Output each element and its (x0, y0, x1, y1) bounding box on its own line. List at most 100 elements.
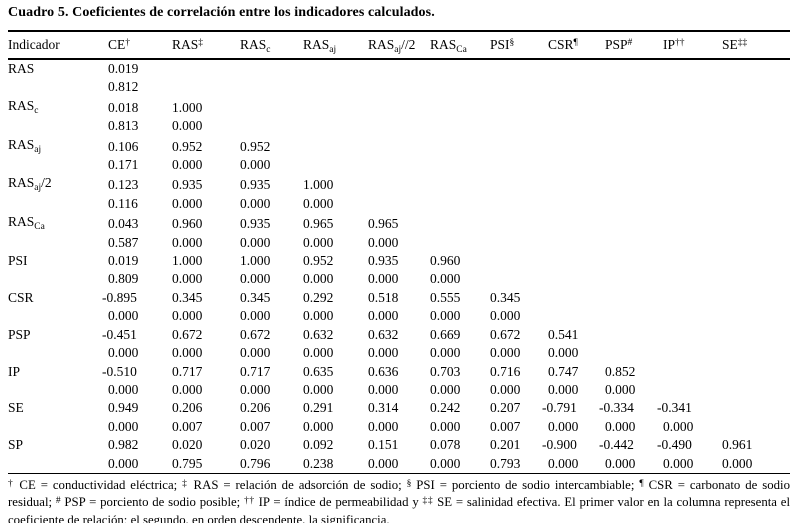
coef-cell: 0.716 (490, 363, 521, 379)
coef-cell: 1.000 (303, 177, 334, 193)
footnote-marker: § (406, 478, 412, 489)
row-rasaj-sig: 0.171 0.000 0.000 (8, 156, 790, 174)
coef-cell (430, 174, 490, 194)
coef-cell: 0.672 (240, 326, 271, 342)
row-label-spacer (8, 381, 108, 399)
sig-cell (430, 195, 490, 213)
subscript: aj (394, 45, 402, 55)
coef-cell: -0.490 (657, 437, 692, 453)
coef-cell: 0.717 (240, 363, 271, 379)
row-label-spacer (8, 307, 108, 325)
sig-cell: 0.000 (430, 418, 461, 434)
sig-cell (722, 78, 790, 96)
sig-cell: 0.000 (240, 345, 271, 361)
coef-cell (548, 252, 605, 270)
sig-cell: 0.007 (490, 418, 521, 434)
sig-cell: 0.000 (172, 195, 203, 211)
subscript: aj (329, 45, 337, 55)
row-ip-coef: IP -0.510 0.717 0.717 0.635 0.636 0.703 0.716 0.… (8, 363, 790, 381)
sig-cell: 0.000 (368, 308, 399, 324)
sig-cell: 0.007 (172, 418, 203, 434)
coef-cell (605, 326, 663, 344)
coef-cell: 0.952 (172, 138, 203, 154)
sig-cell (368, 156, 430, 174)
sig-cell: 0.812 (108, 79, 139, 95)
sig-cell: 0.000 (548, 455, 579, 471)
sig-cell: 0.000 (490, 381, 521, 397)
subscript: Ca (34, 222, 45, 233)
footnote-marker: ¶ (639, 478, 644, 489)
superscript-marker: # (627, 38, 633, 48)
coef-cell (548, 136, 605, 156)
coef-cell: 0.982 (108, 437, 139, 453)
row-label-se: SE (8, 400, 24, 416)
coef-cell (548, 59, 605, 78)
coef-cell (722, 289, 790, 307)
coef-cell: 0.935 (172, 177, 203, 193)
coef-cell: 0.952 (303, 253, 334, 269)
sig-cell (548, 78, 605, 96)
row-psp-sig: 0.000 0.000 0.000 0.000 0.000 0.000 0.000 0.000 (8, 344, 790, 362)
coef-cell: 0.242 (430, 400, 461, 416)
coef-cell: 0.518 (368, 289, 399, 305)
row-label-csr: CSR (8, 289, 34, 305)
sig-cell (490, 270, 548, 288)
sig-cell: 0.000 (108, 418, 139, 434)
sig-cell: 0.000 (172, 381, 203, 397)
sig-cell (172, 78, 240, 96)
coef-cell: 0.345 (240, 289, 271, 305)
row-rasca-coef: RASCa 0.043 0.960 0.935 0.965 0.965 (8, 213, 790, 233)
coef-cell: 0.632 (368, 326, 399, 342)
sig-cell: 0.000 (303, 308, 334, 324)
sig-cell: 0.000 (240, 157, 271, 173)
sig-cell (548, 156, 605, 174)
coef-cell (368, 136, 430, 156)
sig-cell: 0.000 (303, 234, 334, 250)
row-label-psi: PSI (8, 253, 28, 269)
coef-cell: -0.442 (599, 437, 634, 453)
coef-cell: -0.451 (102, 326, 137, 342)
sig-cell: 0.000 (172, 271, 203, 287)
column-header-ce: CE† (108, 31, 172, 60)
coef-cell: 1.000 (172, 253, 203, 269)
sig-cell: 0.000 (240, 234, 271, 250)
row-rasaj-coef: RASaj 0.106 0.952 0.952 (8, 136, 790, 156)
table-title: Cuadro 5. Coeficientes de correlación en… (8, 5, 435, 20)
footnote-marker: †† (244, 496, 255, 507)
coef-cell (368, 97, 430, 117)
coef-cell: 0.636 (368, 363, 399, 379)
row-label-ip: IP (8, 363, 21, 379)
coef-cell: 0.747 (548, 363, 579, 379)
coef-cell (605, 174, 663, 194)
footnote-marker: ‡‡ (422, 496, 434, 507)
coef-cell: 0.965 (368, 216, 399, 232)
sig-cell (722, 418, 790, 436)
sig-cell (490, 234, 548, 252)
row-rasaj2-sig: 0.116 0.000 0.000 0.000 (8, 195, 790, 213)
row-label-spacer (8, 78, 108, 96)
sig-cell: 0.000 (663, 455, 694, 471)
table-header: Indicador CE† RAS‡ RASc RASaj RASaj//2 RASCa PS… (8, 31, 790, 60)
coef-cell (722, 326, 790, 344)
sig-cell: 0.000 (430, 381, 461, 397)
coef-cell: 0.717 (172, 363, 203, 379)
sig-cell (605, 307, 663, 325)
sig-cell (663, 270, 722, 288)
coef-cell (663, 213, 722, 233)
row-rasca-sig: 0.587 0.000 0.000 0.000 0.000 (8, 234, 790, 252)
sig-cell: 0.000 (172, 234, 203, 250)
sig-cell (663, 195, 722, 213)
sig-cell (663, 234, 722, 252)
row-se-coef: SE 0.949 0.206 0.206 0.291 0.314 0.242 0.207 -0.… (8, 399, 790, 417)
sig-cell (663, 78, 722, 96)
sig-cell (722, 270, 790, 288)
sig-cell: 0.000 (172, 308, 203, 324)
coef-cell (430, 213, 490, 233)
coef-cell (240, 97, 303, 117)
sig-cell: 0.000 (172, 157, 203, 173)
coef-cell (548, 97, 605, 117)
superscript-marker: ¶ (573, 38, 578, 48)
coef-cell: 0.960 (172, 216, 203, 232)
coef-cell: 0.020 (172, 437, 203, 453)
row-csr-coef: CSR -0.895 0.345 0.345 0.292 0.518 0.555 0.345 (8, 289, 790, 307)
